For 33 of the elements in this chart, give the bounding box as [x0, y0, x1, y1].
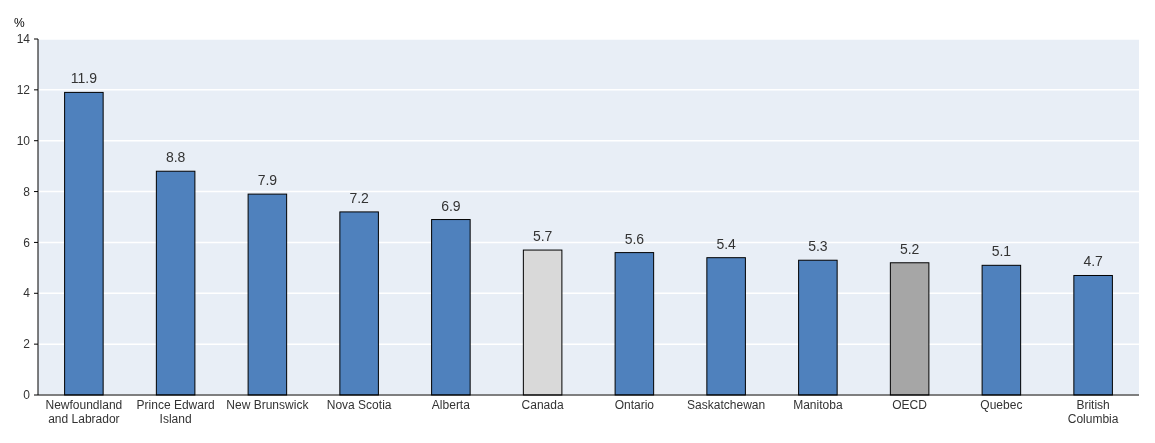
x-tick-label: Alberta	[431, 398, 471, 412]
y-tick-label: 10	[16, 133, 31, 148]
x-tick-label: Manitoba	[793, 398, 843, 412]
data-label: 4.7	[1083, 253, 1104, 270]
x-tick-label: British Columbia	[1067, 398, 1119, 426]
y-axis-title: %	[14, 16, 25, 30]
x-tick-label: Ontario	[614, 398, 655, 412]
y-tick-label: 0	[23, 388, 31, 403]
x-tick-label: Newfoundland and Labrador	[45, 398, 123, 426]
y-tick-label: 2	[23, 337, 31, 352]
x-tick-label: Canada	[521, 398, 564, 412]
x-tick-label: Nova Scotia	[326, 398, 392, 412]
data-label: 5.1	[991, 243, 1012, 260]
data-label: 5.4	[716, 235, 737, 252]
y-tick-label: 8	[23, 184, 31, 199]
x-tick-label: Prince Edward Island	[136, 398, 215, 426]
data-label: 5.7	[532, 228, 553, 245]
x-tick-label: Quebec	[980, 398, 1023, 412]
y-tick-label: 12	[16, 83, 31, 98]
x-tick-label: New Brunswick	[226, 398, 310, 412]
x-tick-label: OECD	[892, 398, 928, 412]
data-label: 5.2	[899, 240, 920, 257]
x-tick-label: Saskatchewan	[687, 398, 766, 412]
y-tick-label: 14	[16, 32, 31, 47]
data-label: 6.9	[441, 197, 461, 214]
data-label: 7.9	[257, 172, 278, 189]
data-label: 5.6	[624, 230, 645, 247]
data-label: 5.3	[808, 238, 828, 255]
y-tick-label: 4	[23, 286, 31, 301]
data-label: 8.8	[165, 149, 186, 166]
y-tick-label: 6	[23, 235, 31, 250]
data-label: 7.2	[349, 189, 370, 206]
data-label: 11.9	[70, 70, 98, 87]
